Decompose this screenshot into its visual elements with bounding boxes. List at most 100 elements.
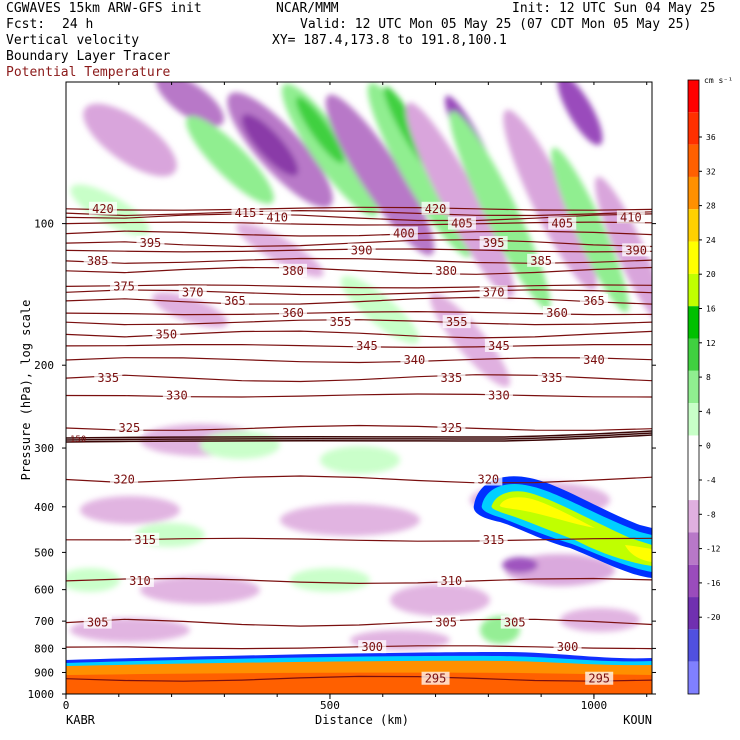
theta-label-bg	[548, 216, 577, 230]
theta-contour-line	[66, 209, 652, 217]
theta-contour-label: 295	[588, 672, 610, 686]
theta-contour-labels: 420 420 415 410 410 405 405 400 395 395 390 390 385 3…	[83, 201, 651, 686]
xy-range: XY= 187.4,173.8 to 191.8,100.1	[272, 33, 507, 48]
theta-label-bg	[479, 285, 508, 299]
theta-contour-label: 300	[557, 640, 579, 654]
theta-label-bg	[94, 371, 123, 385]
x-tick-label: 0	[63, 699, 70, 712]
theta-contour-label: 360	[546, 306, 568, 320]
theta-contour-label: 365	[224, 294, 246, 308]
elevated-plume-max	[499, 497, 595, 528]
theta-contour-label: 305	[87, 616, 109, 630]
theta-contour-line	[66, 319, 652, 326]
theta-label-bg	[437, 573, 466, 587]
wave-band-negative-core	[557, 82, 603, 146]
theta-contour-label: 380	[282, 264, 304, 278]
theta-contour-line	[66, 296, 652, 305]
theta-contour-label: 420	[92, 202, 114, 216]
theta-label-bg	[484, 388, 513, 402]
theta-contour-line	[66, 675, 652, 682]
wave-band-negative	[325, 94, 435, 256]
init-time: Init: 12 UTC Sun 04 May 25	[512, 1, 716, 16]
theta-label-bg	[152, 327, 181, 341]
colorbar-swatch	[688, 597, 699, 630]
y-tick-label: 500	[34, 546, 54, 559]
theta-contour-line	[66, 357, 652, 364]
x-tick-label: 500	[320, 699, 340, 712]
theta-label-bg	[432, 615, 461, 629]
theta-label-bg	[579, 293, 608, 307]
wave-band-positive	[340, 276, 420, 344]
theta-label-bg	[542, 306, 571, 320]
theta-contour-label: 405	[451, 217, 473, 231]
theta-contour-line	[66, 577, 652, 585]
wave-band-negative-core	[241, 114, 299, 176]
colorbar: 36 32 28 24 20 16 12 8 4 0 -4 -8 -12 -16 -20	[687, 79, 721, 695]
colorbar-swatch	[688, 306, 699, 339]
vertical-velocity-field	[66, 82, 652, 694]
colorbar-swatch	[688, 467, 699, 501]
theta-label-bg	[279, 306, 308, 320]
theta-contour-label: 395	[483, 236, 505, 250]
theta-contour-label: 385	[87, 254, 109, 268]
colorbar-tick-label: 28	[706, 202, 716, 211]
colorbar-swatch	[688, 80, 699, 113]
theta-contour-line	[66, 618, 652, 627]
theta-contour-label: 355	[330, 315, 352, 329]
theta-contour-label: 410	[266, 210, 288, 224]
theta-label-bg	[579, 353, 608, 367]
colorbar-unit: cm s⁻¹	[704, 76, 733, 85]
theta-contour-line	[66, 230, 652, 237]
mid-level-positive	[320, 446, 400, 474]
theta-label-bg	[110, 472, 139, 486]
y-tick-label: 800	[34, 642, 54, 655]
right-endpoint-label: KOUN	[623, 713, 652, 727]
tropopause-label: 150	[70, 435, 86, 445]
wave-band-negative	[503, 109, 597, 291]
theta-contour-label: 300	[361, 640, 383, 654]
fcst-label: Fcst:	[6, 17, 46, 32]
field-boundary-layer-tracer: Boundary Layer Tracer	[6, 49, 171, 64]
theta-contour-line	[66, 537, 652, 542]
theta-label-bg	[474, 472, 503, 486]
colorbar-tick-label: 24	[706, 236, 716, 245]
colorbar-swatch	[688, 403, 699, 436]
theta-contour-line	[66, 289, 652, 296]
theta-label-bg	[358, 640, 387, 654]
wave-band-positive-core	[295, 96, 345, 164]
mid-level-negative	[280, 504, 420, 536]
theta-label-bg	[553, 640, 582, 654]
y-axis: 100 200 300 400 500 600 700 800 900 1000	[28, 218, 656, 701]
theta-label-bg	[136, 236, 165, 250]
theta-contour-label: 325	[119, 421, 141, 435]
y-tick-label: 200	[34, 359, 54, 372]
colorbar-tick-label: 36	[706, 133, 716, 142]
theta-contour-label: 350	[155, 327, 177, 341]
theta-label-bg	[110, 279, 139, 293]
colorbar-swatch	[688, 112, 699, 145]
theta-contour-label: 330	[166, 389, 188, 403]
theta-contour-line	[66, 284, 652, 289]
colorbar-tick-label: -12	[706, 545, 721, 554]
wave-band-positive	[449, 110, 551, 310]
theta-label-bg	[622, 243, 651, 257]
theta-contour-label: 315	[483, 533, 505, 547]
mid-level-positive	[200, 431, 280, 459]
theta-label-bg	[484, 338, 513, 352]
wave-band-positive	[551, 147, 629, 313]
y-tick-label: 900	[34, 666, 54, 679]
wave-band-positive	[186, 116, 274, 204]
wave-band-negative	[155, 82, 225, 127]
theta-contour-label: 420	[425, 202, 447, 216]
theta-label-bg	[442, 315, 471, 329]
theta-contour-label: 295	[425, 672, 447, 686]
theta-contour-line	[66, 206, 652, 211]
valid-time: Valid: 12 UTC Mon 05 May 25 (07 CDT Mon …	[300, 17, 692, 32]
colorbar-swatch	[688, 532, 699, 565]
colorbar-swatch	[688, 273, 699, 307]
colorbar-tick-label: 16	[706, 305, 716, 314]
theta-label-bg	[585, 671, 614, 685]
colorbar-tick-label: -20	[706, 613, 721, 622]
boundary-layer-max	[66, 672, 652, 694]
theta-label-bg	[326, 315, 355, 329]
